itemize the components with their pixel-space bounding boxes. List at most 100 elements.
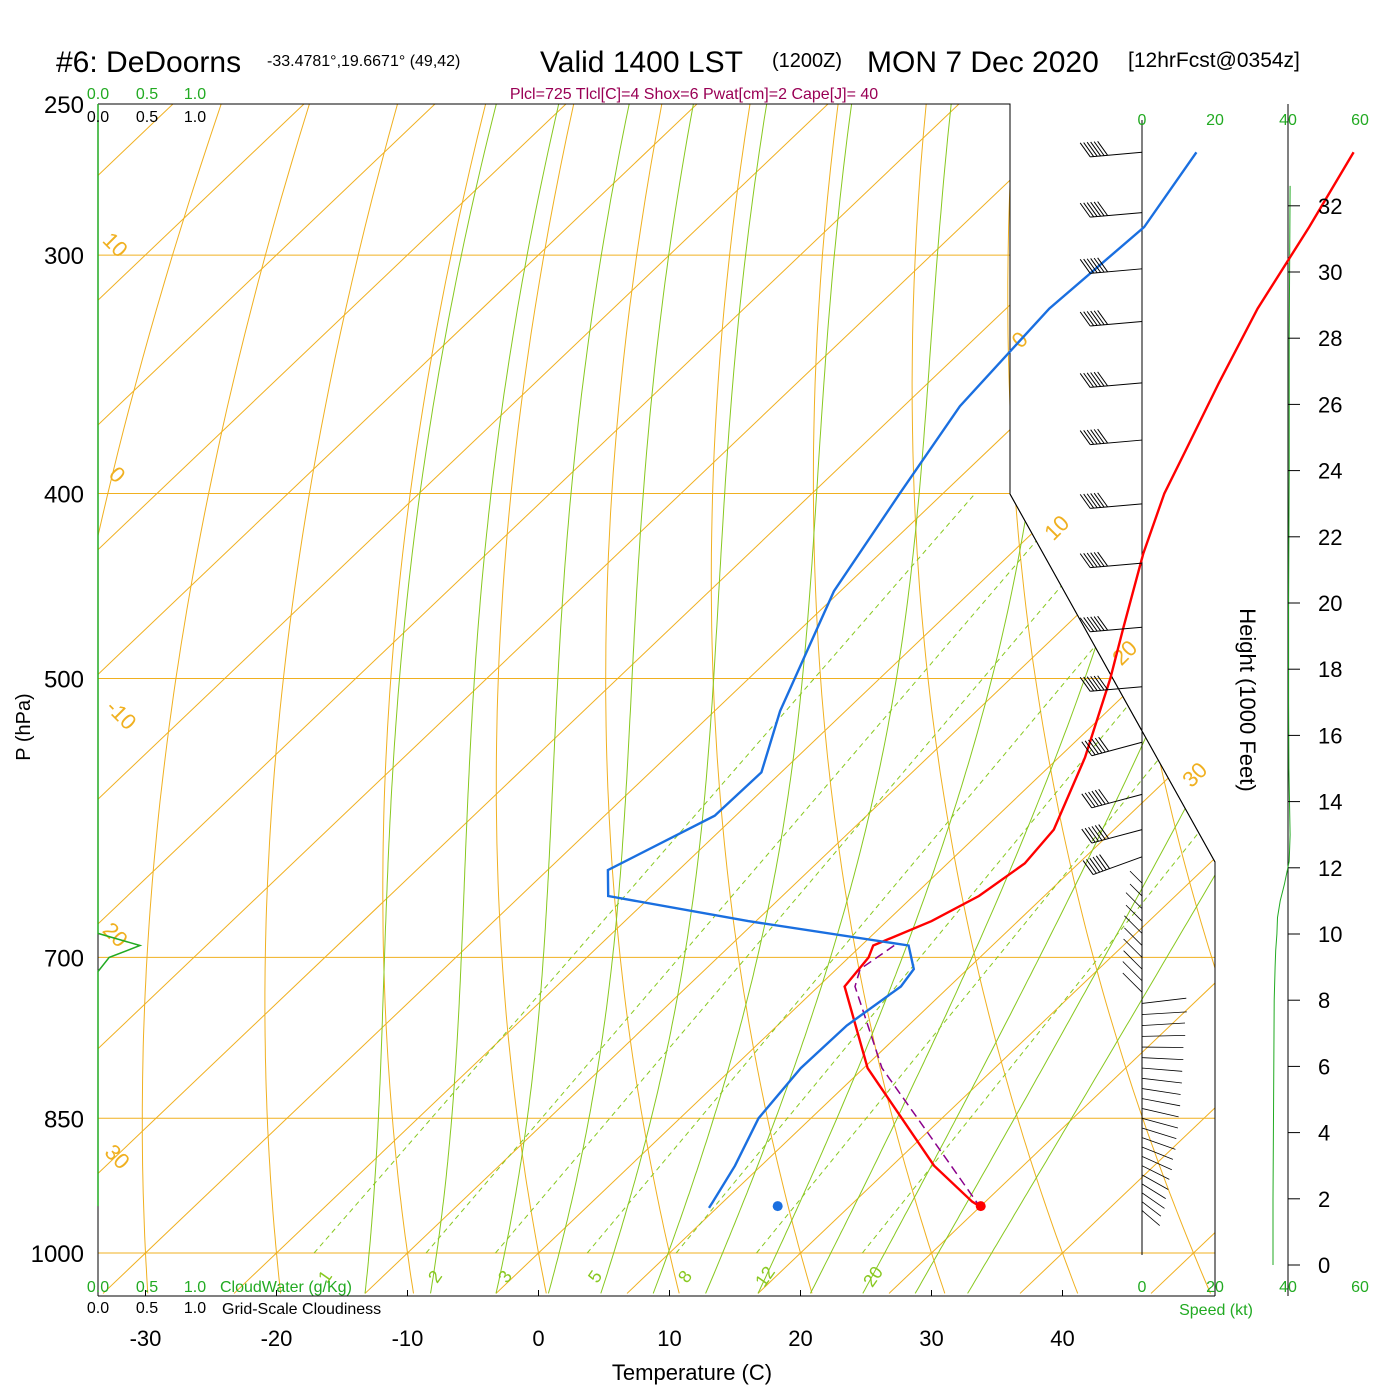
height-tick-label: 18	[1318, 657, 1342, 682]
height-tick-label: 26	[1318, 392, 1342, 417]
x-axis-title: Temperature (C)	[612, 1360, 772, 1385]
wind-barb	[1079, 371, 1143, 388]
mixing-ratio-lines	[313, 493, 1215, 1254]
wind-barbs	[1079, 141, 1143, 876]
mixing-ratio-label: 2	[424, 1267, 446, 1287]
lower-wind-barbs	[1122, 870, 1187, 1226]
wind-barb-flag	[1086, 202, 1098, 217]
moist-adiabat-line	[862, 104, 1215, 1294]
wind-barb-staff	[1091, 741, 1143, 757]
wind-barb-flag	[1088, 826, 1099, 842]
dry-adiabat-label: 10	[98, 227, 133, 262]
lower-wind-barb	[1123, 938, 1143, 958]
wind-barb	[1079, 428, 1143, 446]
height-tick-label: 20	[1318, 591, 1342, 616]
isotherm-line	[98, 104, 995, 1294]
wind-barb-flag	[1084, 827, 1096, 843]
pressure-tick-label: 250	[44, 92, 84, 119]
dry-adiabat-line	[495, 104, 582, 1294]
wind-barb-staff	[1092, 856, 1143, 876]
dewpoint-line	[606, 151, 1198, 1209]
wind-panel-diagonal	[1009, 493, 1216, 863]
isotherm-line	[98, 104, 1126, 1294]
mixing-ratio-label: 20	[859, 1263, 887, 1291]
height-tick-label: 22	[1318, 525, 1342, 550]
wind-barb-staff	[1090, 439, 1143, 446]
wind-barb-flag	[1090, 676, 1102, 691]
isotherm-line	[757, 104, 1215, 1294]
surface-temperature-dot	[975, 1201, 986, 1212]
wind-barb-flag	[1086, 141, 1098, 157]
lower-wind-barb	[1124, 915, 1143, 934]
wind-barb-flag	[1093, 675, 1105, 691]
wind-barb-flag	[1086, 676, 1098, 691]
wind-barb-flag	[1083, 676, 1095, 692]
wind-barb-flag	[1095, 855, 1107, 871]
wind-barb-flag	[1084, 792, 1096, 808]
height-tick-label: 14	[1318, 790, 1342, 815]
surface-dewpoint-dot	[772, 1201, 783, 1212]
wind-barb-flag	[1086, 258, 1098, 274]
wind-barb-flag	[1086, 429, 1098, 445]
wind-barb-flag	[1079, 259, 1091, 274]
wind-barb-flag	[1084, 740, 1096, 756]
wind-barb-flag	[1088, 739, 1099, 755]
height-axis-title: Height (1000 Feet)	[1235, 608, 1260, 791]
x-tick-label: 40	[1050, 1326, 1074, 1351]
lower-wind-barb	[1141, 1127, 1177, 1139]
lower-wind-barb	[1122, 961, 1143, 982]
wind-barb-flag	[1090, 493, 1102, 508]
isotherm-line	[888, 104, 1215, 1294]
isotherm-line	[98, 104, 733, 1294]
wind-barb	[1079, 257, 1143, 274]
dry-adiabat-line	[710, 104, 813, 1294]
station-coords: -33.4781°,19.6671° (49,42)	[267, 53, 460, 70]
date-label: MON 7 Dec 2020	[867, 46, 1099, 79]
lower-wind-barb	[1141, 1183, 1166, 1199]
wind-barb-flag	[1098, 824, 1110, 839]
cloud-axis-tick: 0.5	[136, 1300, 158, 1317]
wind-barb-flag	[1097, 615, 1109, 631]
x-tick-label: 20	[788, 1326, 812, 1351]
wind-barb	[1079, 141, 1143, 158]
wind-barb-flag	[1093, 492, 1105, 508]
lower-wind-barb	[1141, 1022, 1186, 1026]
indices-line: Plcl=725 Tlcl[C]=4 Shox=6 Pwat[cm]=2 Cap…	[510, 86, 878, 103]
wind-barb-flag	[1090, 552, 1102, 567]
wind-barb	[1079, 675, 1143, 692]
wind-barb-flag	[1082, 860, 1094, 875]
mixing-ratio-line	[675, 493, 1215, 1254]
cloud-axis-tick: 1.0	[184, 1300, 206, 1317]
wind-barb-flag	[1083, 202, 1095, 218]
wind-barb-flag	[1079, 494, 1091, 509]
lower-wind-barb	[1141, 1201, 1162, 1217]
dry-adiabat-line	[141, 104, 321, 1294]
wind-barb-flag	[1086, 493, 1098, 509]
cloud-axis-tick: 0.0	[87, 86, 109, 103]
dry-adiabat-label: 0	[104, 462, 130, 488]
wind-barb	[1079, 492, 1143, 509]
dry-adiabat-line	[264, 104, 408, 1294]
wind-barb-flag	[1097, 371, 1109, 387]
lower-wind-barb	[1141, 1088, 1181, 1095]
dry-adiabat-label: 30	[100, 1139, 135, 1174]
wind-barb-flag	[1079, 373, 1091, 388]
wind-barb	[1081, 824, 1143, 844]
cloud-axis-tick: 1.0	[184, 86, 206, 103]
moist-adiabat-line	[705, 104, 952, 1294]
dry-adiabat-line	[1099, 104, 1215, 1294]
utc-label: (1200Z)	[772, 50, 842, 72]
x-tick-label: -20	[261, 1326, 293, 1351]
mixing-ratio-line	[861, 493, 1215, 1254]
pressure-tick-label: 300	[44, 243, 84, 270]
moist-adiabat-line	[430, 104, 560, 1294]
wind-barb-flag	[1092, 856, 1104, 872]
lower-wind-barb	[1141, 1192, 1165, 1209]
dry-adiabat-line	[1365, 70, 1400, 1293]
x-tick-label: -30	[130, 1326, 162, 1351]
mixing-ratio-label: 3	[494, 1267, 516, 1287]
height-tick-label: 32	[1318, 194, 1342, 219]
cloud-axis-tick: 0.0	[87, 1279, 109, 1296]
wind-barb-flag	[1093, 429, 1105, 444]
